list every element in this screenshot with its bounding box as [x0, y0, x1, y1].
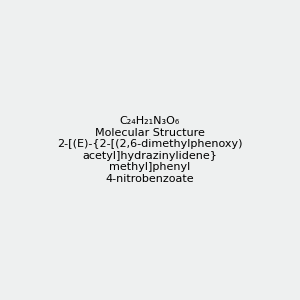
Text: C₂₄H₂₁N₃O₆
Molecular Structure
2-[(E)-{2-[(2,6-dimethylphenoxy)
acetyl]hydraziny: C₂₄H₂₁N₃O₆ Molecular Structure 2-[(E)-{2…: [57, 116, 243, 184]
